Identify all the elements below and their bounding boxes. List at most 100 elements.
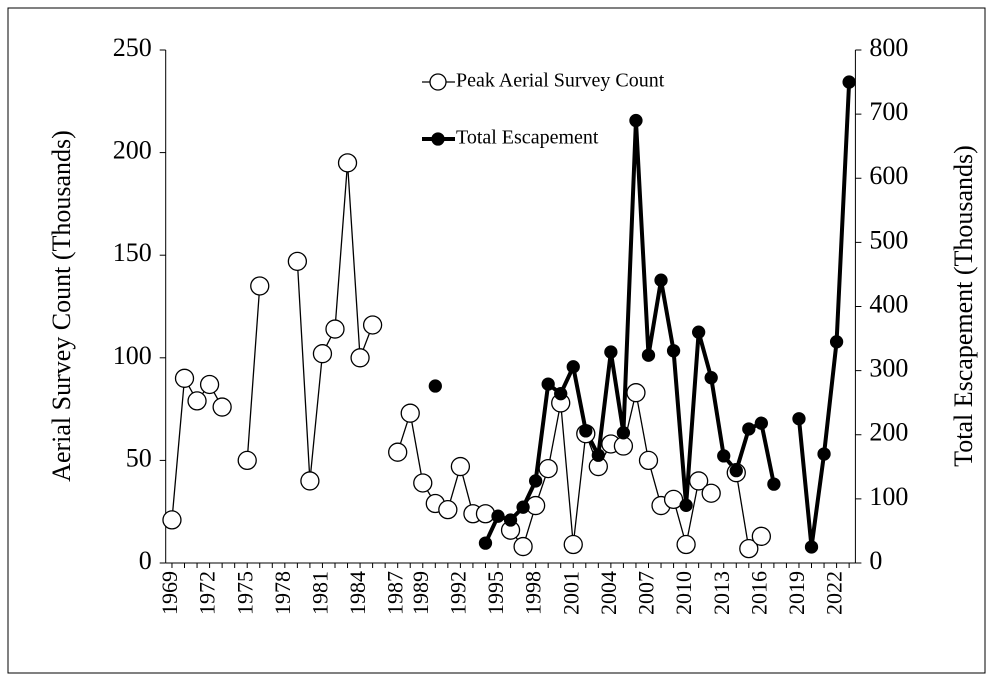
point [362, 315, 383, 335]
x-tick-label: 2019 [784, 571, 809, 615]
x-tick-label: 1969 [157, 571, 182, 615]
y2-tick-label: 500 [869, 225, 908, 254]
point [554, 387, 568, 401]
point [413, 473, 433, 493]
y-tick-label: 200 [113, 136, 152, 165]
y-tick-label: 150 [113, 238, 152, 267]
point [704, 371, 718, 385]
y2-tick-label: 800 [869, 33, 908, 62]
y2-tick-label: 300 [869, 354, 908, 383]
point [804, 540, 819, 554]
y-axis-title: Aerial Survey Count (Thousands) [47, 130, 76, 482]
point [616, 426, 631, 440]
point [729, 464, 743, 478]
point [842, 75, 856, 89]
legend-label: Total Escapement [456, 127, 599, 149]
point [325, 319, 345, 339]
x-tick-label: 1989 [408, 571, 433, 615]
point [199, 374, 220, 395]
x-tick-label: 1987 [383, 571, 408, 615]
legend-marker [429, 73, 447, 91]
point [538, 458, 558, 479]
y2-tick-label: 600 [869, 161, 908, 190]
x-tick-label: 1998 [521, 571, 546, 615]
point [541, 377, 555, 391]
frame [7, 7, 986, 674]
y2-tick-label: 0 [869, 546, 882, 575]
point [250, 276, 270, 296]
y-tick-label: 50 [126, 443, 152, 472]
point [638, 450, 659, 471]
point [187, 391, 207, 411]
point [604, 345, 618, 359]
point [162, 510, 182, 530]
point [829, 335, 844, 349]
y2-tick-label: 200 [869, 418, 908, 447]
point [641, 348, 656, 362]
y-tick-label: 100 [113, 341, 152, 370]
x-tick-label: 1972 [195, 571, 220, 615]
point [428, 379, 442, 393]
point [503, 513, 518, 527]
point [438, 499, 458, 520]
point [566, 360, 580, 374]
x-tick-label: 1992 [445, 571, 470, 615]
point [388, 442, 408, 462]
legend-label: Peak Aerial Survey Count [456, 70, 665, 92]
point [475, 504, 496, 524]
point [478, 536, 493, 550]
point [300, 471, 320, 491]
x-tick-label: 2001 [558, 571, 583, 615]
point [692, 325, 706, 339]
point [237, 450, 257, 471]
x-tick-label: 2013 [709, 571, 734, 615]
y-tick-label: 0 [139, 546, 152, 575]
point [212, 397, 232, 417]
y2-tick-label: 700 [869, 97, 908, 126]
x-tick-label: 2004 [596, 571, 621, 615]
x-tick-label: 1984 [345, 571, 370, 615]
x-tick-label: 1995 [483, 571, 508, 615]
y2-tick-label: 400 [869, 289, 908, 318]
point [629, 113, 643, 128]
point [174, 368, 195, 388]
point [676, 534, 696, 555]
point [817, 447, 831, 461]
point [679, 498, 693, 512]
point [742, 422, 756, 436]
point [312, 344, 333, 364]
y2-tick-label: 100 [869, 482, 908, 511]
point [739, 538, 759, 559]
point [792, 412, 806, 426]
point [666, 344, 681, 358]
point [528, 474, 543, 488]
point [513, 536, 533, 557]
point [701, 483, 721, 503]
point [591, 448, 605, 462]
x-tick-label: 2022 [822, 571, 847, 615]
x-tick-label: 2016 [746, 571, 771, 615]
y2-axis-title: Total Escapement (Thousands) [949, 145, 978, 467]
point [287, 251, 308, 272]
point [450, 456, 471, 477]
point [350, 348, 370, 368]
point [754, 416, 768, 430]
point [689, 471, 709, 491]
x-tick-label: 1981 [307, 571, 332, 615]
point [400, 403, 420, 423]
legend-marker [431, 132, 445, 146]
point [767, 477, 781, 491]
point [579, 424, 593, 438]
x-tick-label: 2007 [634, 571, 659, 615]
point [717, 449, 731, 463]
point [751, 526, 771, 546]
point [563, 534, 583, 555]
point [626, 383, 646, 403]
point [491, 509, 505, 523]
point [337, 153, 358, 173]
y-tick-label: 250 [113, 33, 152, 62]
point [613, 436, 634, 456]
point [654, 273, 668, 287]
point [516, 500, 530, 514]
